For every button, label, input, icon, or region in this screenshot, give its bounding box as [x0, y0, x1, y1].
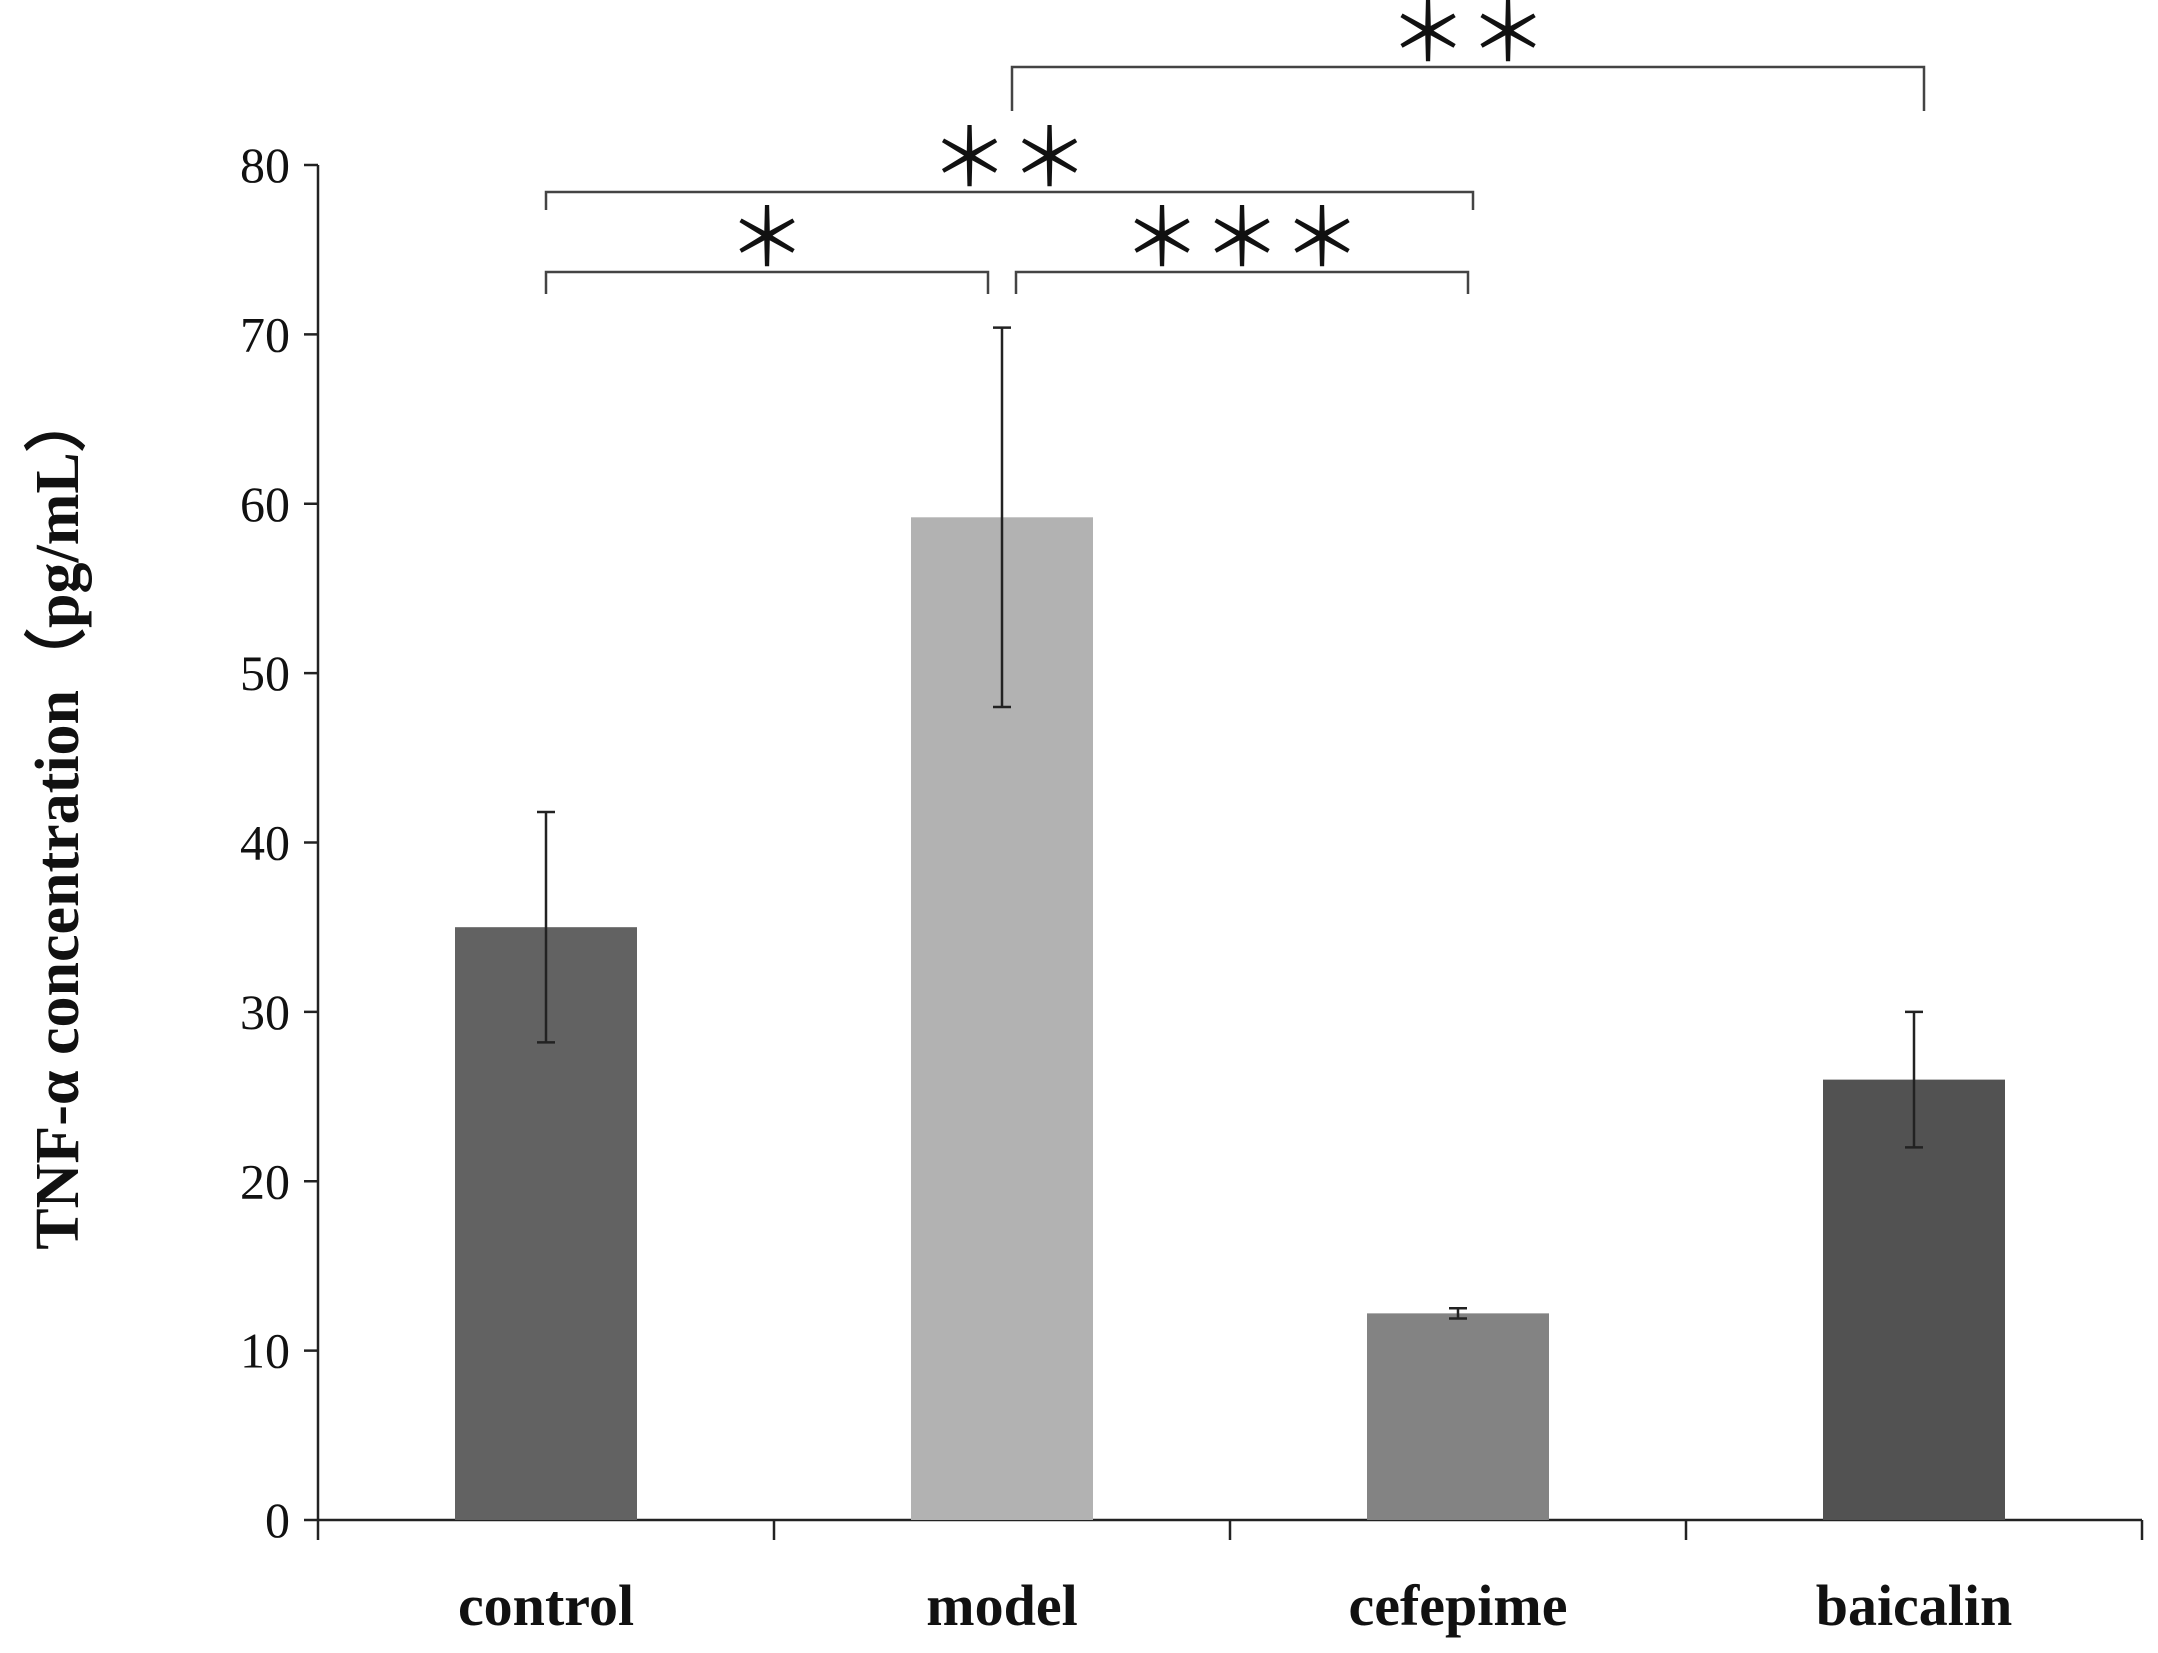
y-tick-label: 60 [240, 476, 290, 532]
significance-label: ＊＊ [1388, 0, 1548, 80]
y-tick-label: 70 [240, 306, 290, 362]
y-axis: 0 10 20 30 40 50 60 70 80 [240, 137, 320, 1548]
x-tick-label-cefepime: cefepime [1349, 1573, 1568, 1638]
x-tick-label-model: model [926, 1573, 1077, 1638]
significance-label: ＊ [727, 192, 807, 285]
x-tick-label-control: control [458, 1573, 634, 1638]
bar-cefepime [1367, 1313, 1549, 1520]
significance-brackets: ＊＊＊＊＊ ＊＊＊ [544, 0, 1926, 294]
y-tick-label: 0 [265, 1492, 290, 1548]
y-tick-label: 10 [240, 1323, 290, 1379]
x-tick-label-baicalin: baicalin [1816, 1573, 2013, 1638]
significance-bracket [544, 270, 990, 294]
y-tick-label: 30 [240, 984, 290, 1040]
significance-bracket [1014, 270, 1470, 294]
y-axis-title: TNF-α concentration（pg/mL） [22, 390, 92, 1250]
significance-label: ＊＊＊ [1122, 192, 1362, 285]
y-tick-label: 20 [240, 1153, 290, 1209]
significance-bracket [544, 190, 1475, 210]
y-tick-label: 80 [240, 137, 290, 193]
x-axis: control model cefepime baicalin [316, 1518, 2144, 1638]
significance-bracket [1010, 65, 1926, 111]
error-bars [537, 326, 1923, 1320]
bar-baicalin [1823, 1079, 2005, 1520]
y-tick-label: 40 [240, 815, 290, 871]
bars [455, 517, 2005, 1520]
significance-label: ＊＊ [930, 112, 1090, 205]
y-tick-label: 50 [240, 645, 290, 701]
